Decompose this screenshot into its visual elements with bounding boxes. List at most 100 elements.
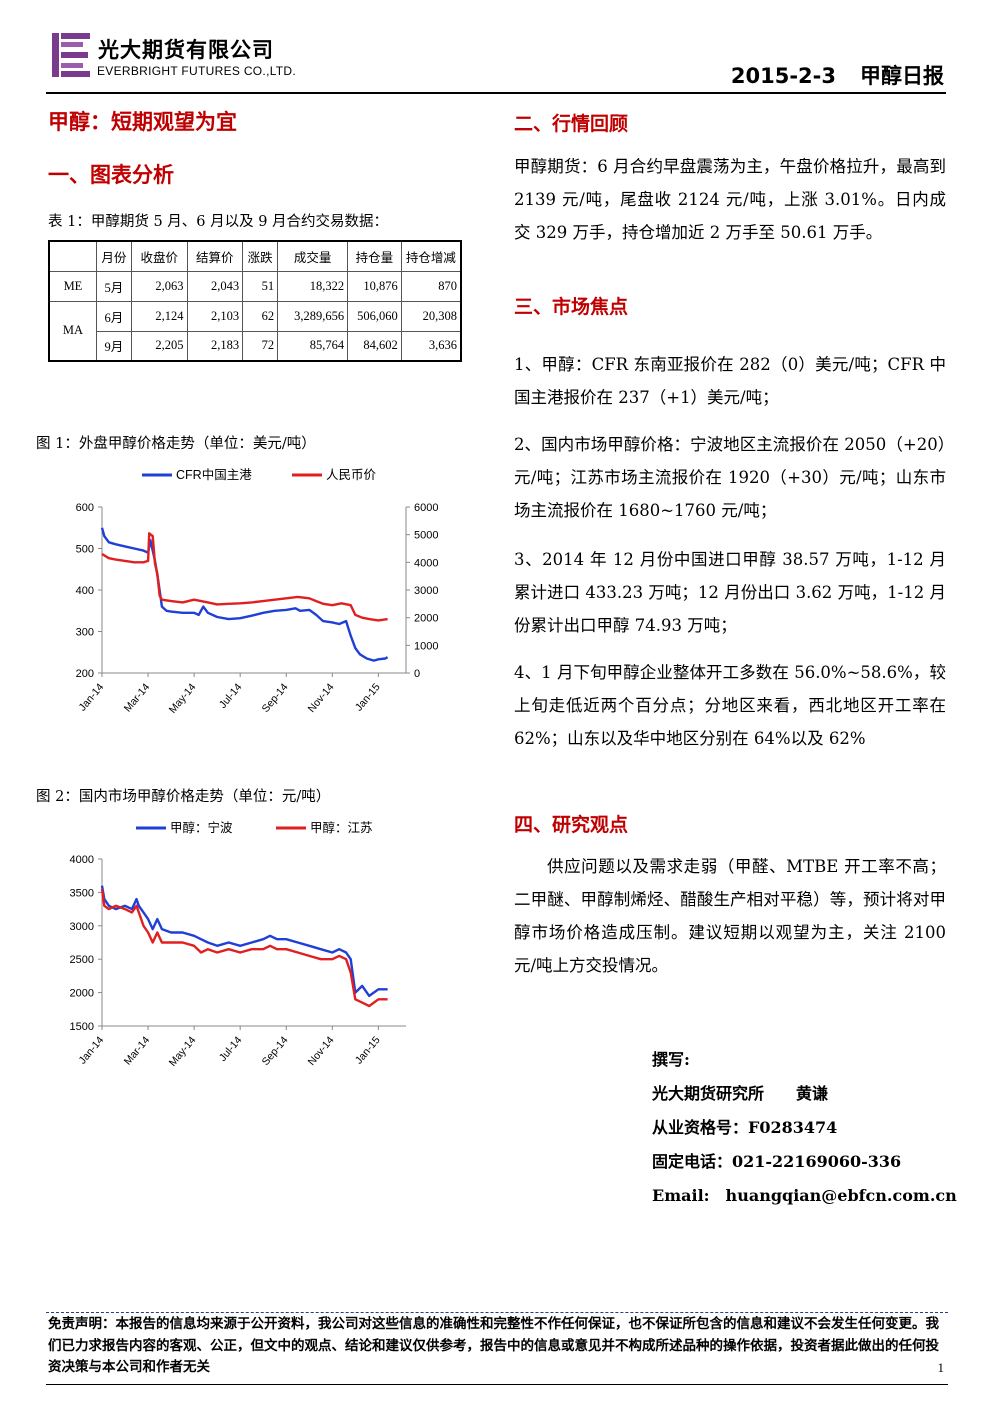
y-tick-label: 200 (76, 668, 94, 680)
section-heading-view: 四、研究观点 (514, 814, 629, 836)
table-header-cell: 持仓量 (347, 240, 402, 272)
open-interest-change: 3,636 (400, 330, 462, 362)
figure1-caption: 图 1：外盘甲醇价格走势（单位：美元/吨） (36, 436, 316, 452)
y-tick-label-right: 0 (414, 668, 420, 680)
focus-item-4: 4、1 月下旬甲醇企业整体开工多数在 56.0%~58.6%，较上旬走低近两个百… (514, 663, 946, 748)
series-line-2 (100, 888, 388, 1008)
author-email[interactable]: Email: huangqian@ebfcn.com.cn (652, 1186, 957, 1205)
x-tick-label: Sep-14 (260, 1034, 291, 1068)
y-tick-label-right: 6000 (414, 502, 438, 514)
disclaimer: 免责声明：本报告的信息均来源于公开资料，我公司对这些信息的准确性和完整性不作任何… (48, 1316, 939, 1375)
research-view-paragraph: 供应问题以及需求走弱（甲醛、MTBE 开工率不高；二甲醚、甲醇制烯烃、醋酸生产相… (514, 857, 946, 975)
y-tick-label: 2500 (70, 954, 94, 966)
chart-domestic-methanol-price: 1500 2000 2500 3000 3500 4000 Jan-14 Mar-14 May-… (70, 820, 406, 1069)
open-interest: 84,602 (347, 330, 402, 362)
x-tick-label: Nov-14 (306, 681, 337, 715)
table-header-cell: 收盘价 (130, 240, 188, 272)
x-tick-label: Sep-14 (260, 681, 291, 715)
legend-label: 甲醇：江苏 (310, 820, 373, 835)
table-row: MA 6月 2,124 2,103 62 3,289,656 506,060 2… (48, 300, 462, 362)
x-tick-label: Jan-15 (353, 681, 383, 713)
y-tick-label: 4000 (70, 854, 94, 866)
footer-divider (46, 1312, 948, 1382)
section-heading-review: 二、行情回顾 (514, 113, 629, 135)
table-header-cell: 月份 (95, 240, 132, 272)
x-tick-label: May-14 (167, 1034, 199, 1069)
table-header-cell: 结算价 (186, 240, 244, 272)
focus-item-3: 3、2014 年 12 月份中国进口甲醇 38.57 万吨，1-12 月累计进口… (514, 550, 946, 635)
volume: 85,764 (277, 330, 349, 362)
company-name-cn: 光大期货有限公司 (98, 37, 274, 62)
table-caption: 表 1：甲醇期货 5 月、6 月以及 9 月合约交易数据： (48, 214, 389, 230)
author-label: 撰写: (652, 1050, 690, 1069)
focus-item-2: 2、国内市场甲醇价格：宁波地区主流报价在 2050（+20）元/吨；江苏市场主流… (514, 435, 946, 520)
report-header: 2015-2-3 甲醇日报 (731, 60, 944, 90)
table-header-cell: 持仓增减 (400, 240, 462, 272)
futures-data-table: 月份 收盘价 结算价 涨跌 成交量 持仓量 持仓增减 ME 5月 2,063 2… (48, 240, 462, 362)
y-tick-label-right: 5000 (414, 530, 438, 542)
x-tick-label: Jul-14 (217, 1034, 245, 1064)
x-tick-label: Jul-14 (217, 681, 245, 711)
contract-month: 6月 (95, 300, 132, 332)
table-row: ME 5月 2,063 2,043 51 18,322 10,876 870 (48, 270, 462, 302)
footer-rule (46, 1384, 948, 1385)
contract-group: ME (48, 270, 97, 302)
section-heading-focus: 三、市场焦点 (514, 296, 629, 318)
report-date: 2015-2-3 (730, 64, 836, 88)
focus-item-1: 1、甲醇：CFR 东南亚报价在 282（0）美元/吨；CFR 中国主港报价在 2… (514, 355, 946, 407)
x-tick-label: Mar-14 (122, 1034, 153, 1067)
figure2-caption: 图 2：国内市场甲醇价格走势（单位：元/吨） (36, 789, 331, 805)
x-tick-label: May-14 (167, 681, 199, 716)
main-title: 甲醇：短期观望为宜 (48, 110, 237, 134)
settle-price: 2,043 (186, 270, 244, 302)
y-tick-label: 400 (76, 585, 94, 597)
y-tick-label: 600 (76, 502, 94, 514)
price-change: 62 (242, 300, 279, 332)
page-number: 1 (937, 1360, 945, 1375)
table-row: 9月 2,205 2,183 72 85,764 84,602 3,636 (49, 330, 462, 362)
contract-group: MA (48, 300, 97, 362)
volume: 3,289,656 (277, 300, 349, 332)
y-tick-label: 3000 (70, 921, 94, 933)
x-tick-label: Nov-14 (306, 1034, 337, 1068)
market-review-paragraph: 甲醇期货：6 月合约早盘震荡为主，午盘价格拉升，最高到 2139 元/吨，尾盘收… (514, 157, 946, 242)
author-org: 光大期货研究所 黄谦 (652, 1084, 829, 1103)
legend-label: CFR中国主港 (176, 467, 252, 482)
company-logo-icon (52, 33, 90, 77)
x-tick-label: Mar-14 (122, 681, 153, 714)
series-line-1 (100, 885, 388, 998)
header-divider (46, 92, 946, 94)
y-tick-label-right: 1000 (414, 640, 438, 652)
x-tick-label: Jan-15 (353, 1034, 383, 1066)
y-tick-label-right: 2000 (414, 613, 438, 625)
company-name-en: EVERBRIGHT FUTURES CO.,LTD. (97, 64, 297, 78)
contract-month: 5月 (95, 270, 132, 302)
settle-price: 2,183 (186, 330, 244, 362)
report-name: 甲醇日报 (860, 64, 944, 88)
contract-month: 9月 (95, 330, 132, 362)
x-tick-label: Jan-14 (76, 1034, 106, 1066)
settle-price: 2,103 (186, 300, 244, 332)
author-phone: 固定电话：021-22169060-336 (652, 1152, 902, 1171)
legend-label: 甲醇：宁波 (170, 820, 233, 835)
table-header-cell: 成交量 (277, 240, 349, 272)
open-interest: 10,876 (347, 270, 402, 302)
series-line-2 (101, 532, 388, 622)
y-tick-label: 2000 (70, 988, 94, 1000)
price-change: 51 (242, 270, 279, 302)
close-price: 2,205 (130, 330, 188, 362)
table-header-row: 月份 收盘价 结算价 涨跌 成交量 持仓量 持仓增减 (48, 240, 462, 272)
open-interest-change: 870 (400, 270, 462, 302)
close-price: 2,063 (130, 270, 188, 302)
close-price: 2,124 (130, 300, 188, 332)
open-interest-change: 20,308 (400, 300, 462, 332)
author-cert: 从业资格号：F0283474 (652, 1118, 838, 1137)
y-tick-label: 300 (76, 627, 94, 639)
open-interest: 506,060 (347, 300, 402, 332)
table-header-cell: 涨跌 (242, 240, 279, 272)
volume: 18,322 (277, 270, 349, 302)
table-header-cell (48, 240, 97, 272)
chart-foreign-methanol-price: 2003004005006000100020003000400050006000… (76, 467, 439, 716)
legend-label: 人民币价 (326, 468, 377, 482)
y-tick-label: 1500 (70, 1021, 94, 1033)
